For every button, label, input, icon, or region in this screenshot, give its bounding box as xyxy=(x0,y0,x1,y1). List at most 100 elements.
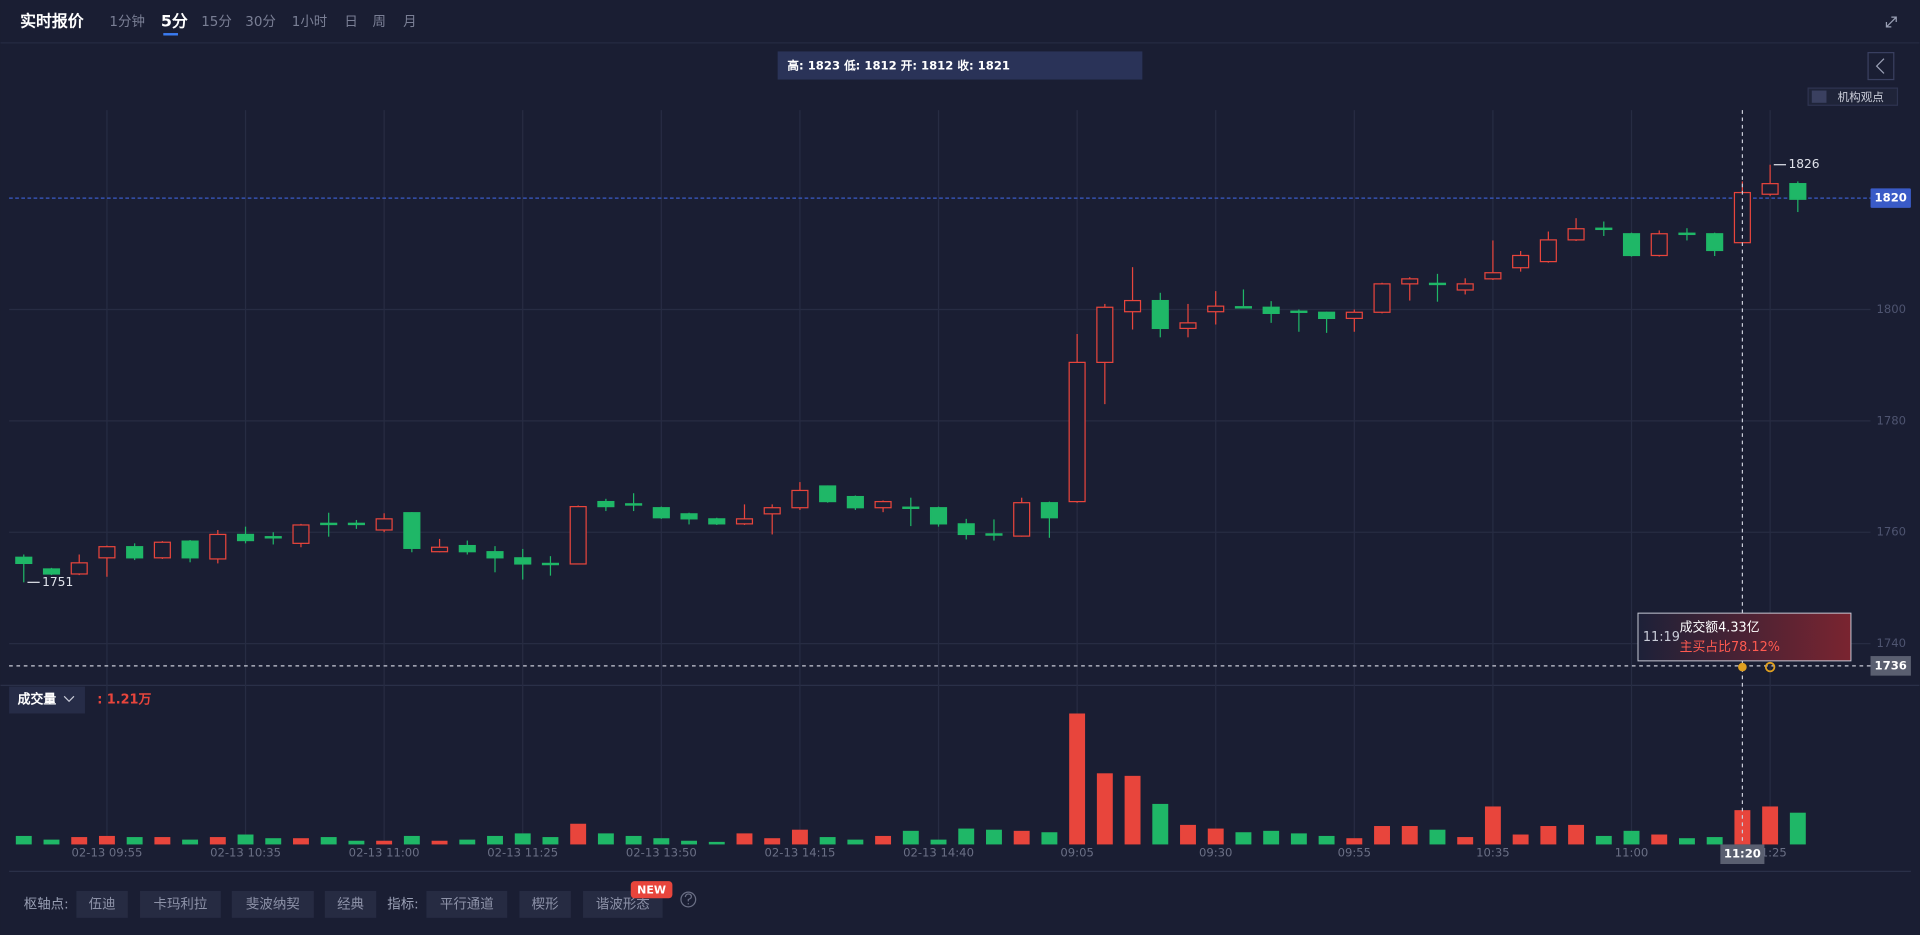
volume-bar xyxy=(431,840,448,845)
volume-bar xyxy=(1540,826,1557,845)
candle-body xyxy=(1040,502,1058,519)
candle-body xyxy=(569,505,587,565)
candle-body xyxy=(735,518,754,525)
indicator-button-label[interactable]: 平行通道 xyxy=(440,896,494,912)
volume-bar xyxy=(1734,810,1751,845)
candle-body xyxy=(957,523,975,536)
indicator-button[interactable] xyxy=(426,890,508,918)
volume-bar xyxy=(320,837,337,845)
event-marker xyxy=(1764,661,1776,673)
pivot-button-label[interactable]: 卡玛利拉 xyxy=(154,896,208,912)
timeframe-tab[interactable]: 周 xyxy=(373,15,386,30)
timeframe-tab[interactable]: 5分 xyxy=(161,12,188,31)
candle-body xyxy=(1345,311,1363,320)
volume-bar xyxy=(15,835,32,845)
timeframe-tab[interactable]: 1分钟 xyxy=(109,13,144,30)
info-box xyxy=(777,51,1143,80)
volume-bar xyxy=(43,839,60,845)
timeframe-tab[interactable]: 月 xyxy=(403,15,416,30)
candle-body xyxy=(1068,361,1086,503)
candle-body xyxy=(1595,227,1613,231)
volume-bar xyxy=(875,835,892,845)
volume-bar xyxy=(1623,830,1640,845)
crosshair-time-label: 11:20 xyxy=(1724,847,1761,861)
candle-body xyxy=(1567,228,1585,241)
x-tick-label: 09:05 xyxy=(1060,846,1093,860)
candle-body xyxy=(1789,183,1807,200)
crosshair-price-tag xyxy=(1870,656,1911,676)
candle-body xyxy=(1539,239,1557,263)
volume-bar xyxy=(1374,826,1390,845)
pivot-button-label[interactable]: 经典 xyxy=(337,896,364,912)
volume-bar xyxy=(653,838,670,845)
timeframe-tab[interactable]: 1小时 xyxy=(292,14,327,30)
candle-body xyxy=(42,568,61,575)
candle-body xyxy=(597,500,615,508)
volume-bar xyxy=(1152,803,1169,845)
pivot-button[interactable] xyxy=(76,890,128,918)
volume-bar xyxy=(1401,826,1418,845)
collapse-button[interactable] xyxy=(1885,16,1897,28)
indicator-label: 指标: xyxy=(387,896,418,912)
volume-bar xyxy=(597,833,614,845)
pivot-button[interactable] xyxy=(324,890,377,918)
candle-body xyxy=(1373,283,1391,313)
y-tick-label: 1800 xyxy=(1876,302,1906,316)
volume-selector[interactable]: 成交量 xyxy=(9,686,85,714)
pivot-button[interactable] xyxy=(140,890,221,918)
help-icon[interactable] xyxy=(680,891,697,908)
pivot-button-label[interactable]: 伍迪 xyxy=(89,896,116,912)
indicator-button-label[interactable]: 楔形 xyxy=(532,896,559,912)
tooltip-box xyxy=(1637,612,1852,662)
candle-body xyxy=(514,557,532,565)
candle-body xyxy=(153,541,171,559)
timeframe-tab[interactable]: 15分 xyxy=(201,14,232,30)
candle-body xyxy=(708,518,726,525)
x-tick-label: 02-13 11:00 xyxy=(349,846,420,860)
volume-bar xyxy=(625,835,642,845)
x-tick-label: 02-13 14:40 xyxy=(903,846,974,860)
volume-bar xyxy=(1180,824,1196,845)
candle-body xyxy=(763,507,781,515)
pivot-button[interactable] xyxy=(231,890,314,918)
side-panel-toggle[interactable] xyxy=(1867,52,1895,81)
candle-body xyxy=(1179,322,1197,330)
candle-body xyxy=(1706,233,1724,252)
collapse-icon xyxy=(1885,16,1897,28)
timeframe-tab[interactable]: 日 xyxy=(344,15,357,30)
x-tick-label: 09:55 xyxy=(1338,846,1371,860)
candle-body xyxy=(209,533,227,560)
volume-bar xyxy=(154,837,171,845)
tooltip-amount: 成交额4.33亿 xyxy=(1680,619,1760,635)
indicator-button[interactable] xyxy=(519,890,571,918)
volume-bar xyxy=(902,830,919,845)
volume-bar xyxy=(293,838,309,845)
volume-bar xyxy=(1041,832,1058,845)
x-tick-label: 02-13 10:35 xyxy=(210,846,281,860)
analyst-view-button[interactable]: 机构观点 xyxy=(1807,87,1899,106)
last-price-tag xyxy=(1870,188,1911,208)
volume-bar xyxy=(1512,834,1529,845)
candle-body xyxy=(791,489,809,509)
candle-body xyxy=(1512,254,1530,269)
tooltip-buy-ratio: 主买占比78.12% xyxy=(1680,640,1780,655)
volume-bar xyxy=(542,837,559,845)
candle-body xyxy=(264,536,282,539)
volume-bar xyxy=(1762,806,1779,845)
volume-selector-box xyxy=(9,686,85,714)
indicator-button-label[interactable]: 谐波形态 xyxy=(596,896,650,912)
candle-body xyxy=(1013,502,1031,537)
pivot-button-label[interactable]: 斐波纳契 xyxy=(246,896,300,912)
candle-body xyxy=(541,562,560,566)
volume-bar xyxy=(791,829,808,845)
candle-body xyxy=(846,495,864,509)
timeframe-tab[interactable]: 30分 xyxy=(245,14,276,30)
y-tick-label: 1760 xyxy=(1876,525,1906,539)
volume-bar xyxy=(847,839,864,845)
volume-bar xyxy=(1595,835,1612,845)
x-tick-label: 02-13 09:55 xyxy=(71,846,142,860)
volume-bar xyxy=(708,841,725,845)
